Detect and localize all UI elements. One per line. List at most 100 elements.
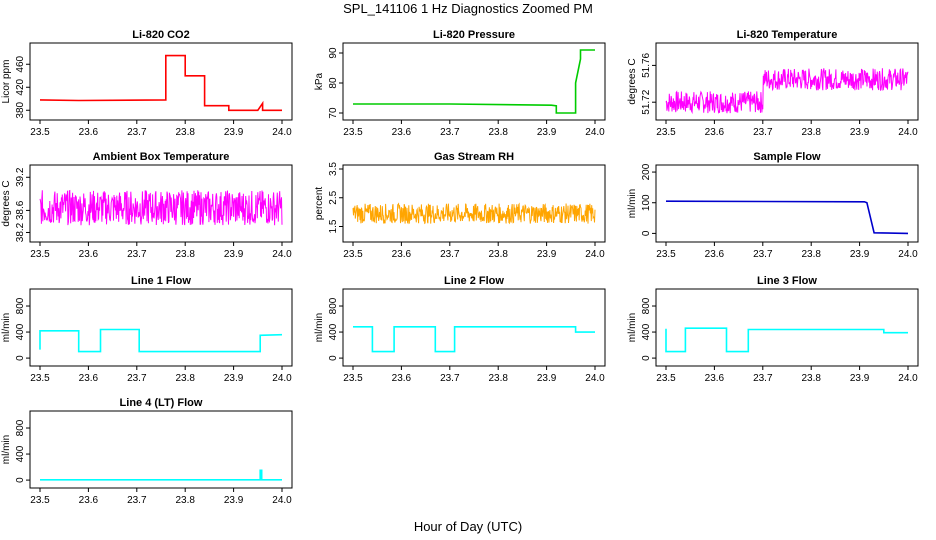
panel-title: Gas Stream RH — [434, 151, 514, 163]
y-tick-label: 3.5 — [328, 162, 339, 176]
panel-4: Ambient Box Temperature degrees C 23.5 23.6… — [1, 151, 293, 260]
x-tick-label: 23.7 — [127, 495, 147, 506]
y-axis-label: degrees C — [627, 58, 638, 104]
x-tick-label: 23.5 — [343, 249, 363, 260]
y-axis-label: kPa — [314, 72, 325, 90]
y-tick-label: 400 — [15, 323, 26, 340]
x-tick-label: 23.9 — [224, 127, 244, 138]
x-tick-label: 23.7 — [440, 249, 460, 260]
x-tick-label: 23.9 — [850, 249, 870, 260]
x-tick-label: 23.8 — [175, 127, 195, 138]
y-tick-label: 38.6 — [15, 200, 26, 220]
y-tick-label: 0 — [328, 355, 339, 361]
plot-frame — [655, 288, 919, 367]
y-tick-label: 400 — [15, 445, 26, 462]
y-tick-label: 39.2 — [15, 167, 26, 187]
plot-frame — [342, 164, 606, 243]
y-tick-label: 0 — [641, 230, 652, 236]
x-tick-label: 23.9 — [850, 373, 870, 384]
panel-2: Li-820 Pressure kPa 23.5 23.6 23.7 23.8 23.9 24… — [314, 29, 606, 138]
plot-frame — [342, 42, 606, 121]
plot-frame — [342, 288, 606, 367]
y-axis-label: percent — [314, 187, 325, 221]
figure-xlabel: Hour of Day (UTC) — [414, 519, 522, 534]
panel-3: Li-820 Temperature degrees C 23.5 23.6 23.7 2… — [627, 29, 919, 138]
y-tick-label: 2.5 — [328, 190, 339, 204]
x-tick-label: 23.8 — [488, 373, 508, 384]
y-axis-label: ml/min — [314, 313, 325, 342]
y-tick-label: 51.72 — [641, 89, 652, 114]
panel-title: Li-820 Temperature — [737, 29, 838, 41]
x-tick-label: 23.5 — [30, 127, 50, 138]
x-tick-label: 24.0 — [272, 495, 292, 506]
x-tick-label: 24.0 — [585, 249, 605, 260]
x-tick-label: 23.5 — [343, 373, 363, 384]
plot-frame — [29, 164, 293, 243]
y-tick-label: 400 — [328, 323, 339, 340]
x-tick-label: 23.8 — [801, 127, 821, 138]
x-tick-label: 23.9 — [537, 127, 557, 138]
panel-title: Line 2 Flow — [444, 275, 504, 287]
y-axis-label: Licor ppm — [1, 60, 12, 104]
plot-frame — [29, 42, 293, 121]
x-tick-label: 23.8 — [488, 127, 508, 138]
plot-frame — [29, 288, 293, 367]
panel-5: Gas Stream RH percent 23.5 23.6 23.7 23.8 23.9… — [314, 151, 606, 260]
x-tick-label: 23.6 — [705, 127, 725, 138]
panel-8: Line 2 Flow ml/min 23.5 23.6 23.7 23.8 23.9 24.… — [314, 275, 606, 384]
x-tick-label: 23.5 — [343, 127, 363, 138]
x-tick-label: 23.7 — [440, 127, 460, 138]
x-tick-label: 23.9 — [224, 373, 244, 384]
y-axis-label: ml/min — [1, 313, 12, 342]
y-tick-label: 800 — [641, 297, 652, 314]
x-tick-label: 23.5 — [656, 373, 676, 384]
x-tick-label: 23.6 — [79, 495, 99, 506]
x-tick-label: 23.5 — [656, 127, 676, 138]
plot-frame — [655, 42, 919, 121]
x-tick-label: 23.7 — [127, 127, 147, 138]
x-tick-label: 23.7 — [753, 249, 773, 260]
x-tick-label: 23.5 — [30, 373, 50, 384]
x-tick-label: 23.6 — [79, 373, 99, 384]
x-tick-label: 24.0 — [272, 127, 292, 138]
y-axis-label: ml/min — [627, 189, 638, 218]
x-tick-label: 23.8 — [801, 373, 821, 384]
x-tick-label: 24.0 — [898, 127, 918, 138]
y-tick-label: 400 — [641, 323, 652, 340]
x-tick-label: 23.9 — [537, 373, 557, 384]
panels: Li-820 CO2 Licor ppm 23.5 23.6 23.7 23.8 23.9 2… — [1, 29, 919, 506]
x-tick-label: 24.0 — [898, 249, 918, 260]
x-tick-label: 23.7 — [127, 249, 147, 260]
series-line — [665, 67, 909, 115]
x-tick-label: 23.6 — [392, 249, 412, 260]
panel-9: Line 3 Flow ml/min 23.5 23.6 23.7 23.8 23.9 24.… — [627, 275, 919, 384]
y-tick-label: 70 — [328, 107, 339, 119]
x-tick-label: 23.5 — [656, 249, 676, 260]
x-tick-label: 24.0 — [272, 373, 292, 384]
series-line — [39, 189, 283, 226]
y-tick-label: 51.76 — [641, 52, 652, 77]
plot-frame — [29, 410, 293, 489]
series-line — [665, 327, 908, 353]
panel-title: Line 4 (LT) Flow — [120, 397, 203, 409]
x-tick-label: 23.8 — [488, 249, 508, 260]
panel-1: Li-820 CO2 Licor ppm 23.5 23.6 23.7 23.8 23.9 2… — [1, 29, 293, 138]
panel-title: Li-820 CO2 — [132, 29, 189, 41]
y-tick-label: 460 — [15, 55, 26, 72]
x-tick-label: 23.7 — [127, 373, 147, 384]
series-line — [39, 328, 283, 353]
y-tick-label: 80 — [328, 77, 339, 89]
panel-title: Line 3 Flow — [757, 275, 817, 287]
y-tick-label: 200 — [641, 163, 652, 180]
y-tick-label: 100 — [641, 194, 652, 211]
y-tick-label: 420 — [15, 78, 26, 95]
y-tick-label: 800 — [15, 419, 26, 436]
series-line — [353, 325, 595, 353]
y-tick-label: 38.2 — [15, 222, 26, 242]
x-tick-label: 23.6 — [79, 249, 99, 260]
y-tick-label: 800 — [15, 297, 26, 314]
x-tick-label: 24.0 — [585, 127, 605, 138]
series-line — [353, 49, 595, 114]
series-line — [40, 469, 282, 481]
